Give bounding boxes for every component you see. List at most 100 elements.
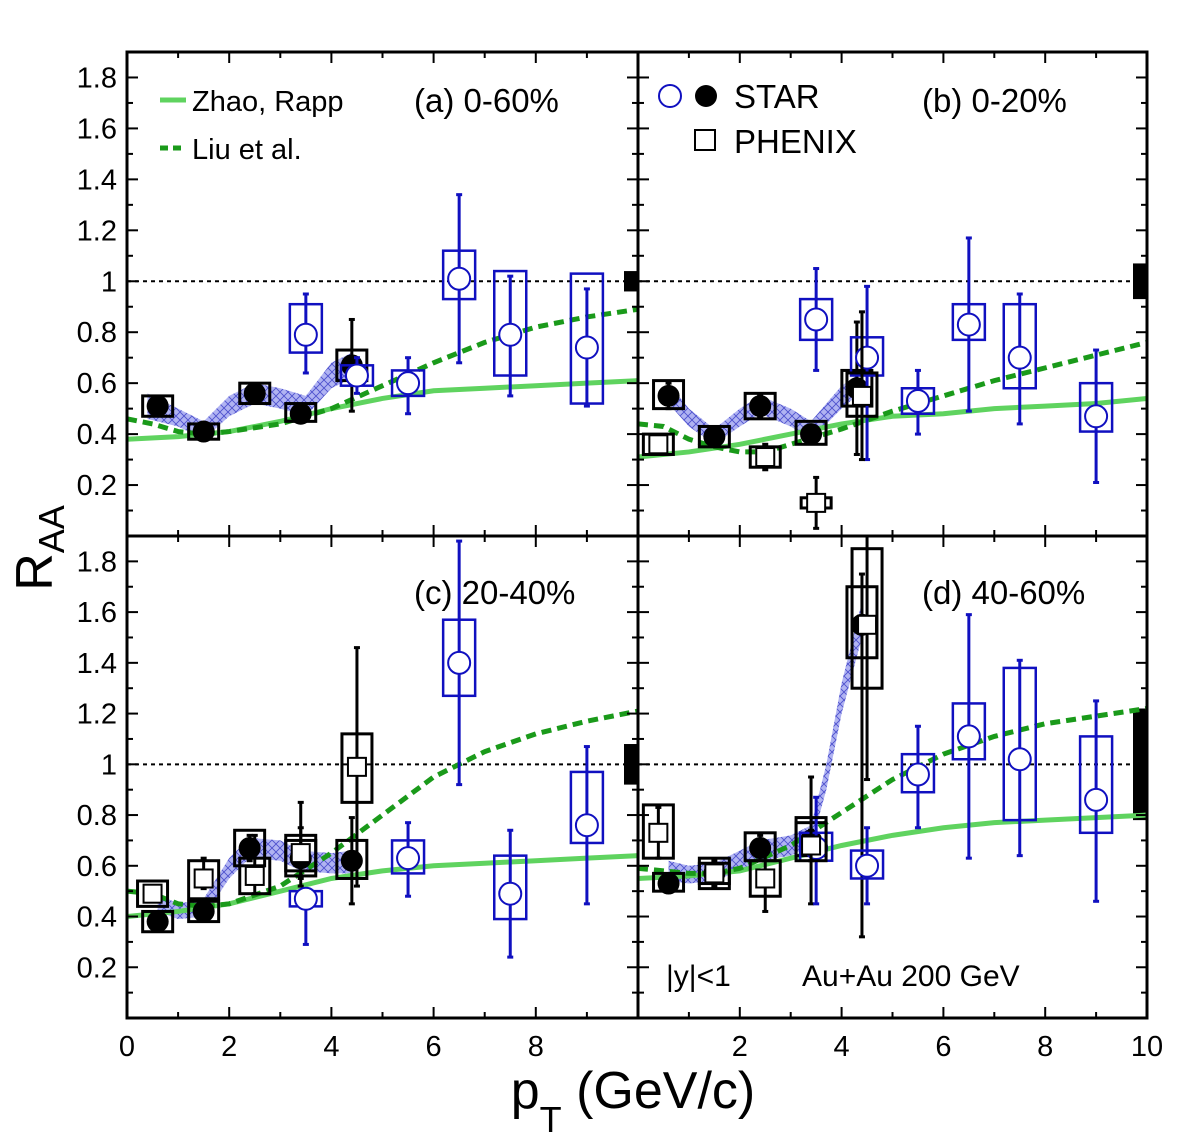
x-axis-title-main: p xyxy=(511,1062,540,1120)
panel-b: (b) 0-20% xyxy=(636,50,1149,538)
y-tick-label: 1.4 xyxy=(77,648,117,680)
phenix-data-point xyxy=(193,868,214,889)
star-open-data-point xyxy=(804,307,829,332)
star-open-data-point xyxy=(1084,404,1109,429)
star-filled-data-point xyxy=(192,900,215,923)
legend-phenix-marker xyxy=(694,129,716,151)
y-tick-label: 1.6 xyxy=(77,113,117,145)
star-open-data-point xyxy=(574,813,599,838)
plot-area-a xyxy=(127,193,638,443)
star-open-data-point xyxy=(905,762,930,787)
y-tick-label: 0.2 xyxy=(77,952,117,984)
panel-a: 0.2 0.4 0.6 0.8 1 1.2 1.4 1.6 1.8 (a) 0-60% xyxy=(77,50,640,538)
panels: 0.2 0.4 0.6 0.8 1 1.2 1.4 1.6 1.8 (a) 0-60% (b) 0-… xyxy=(77,50,1163,1063)
star-open-data-point xyxy=(293,322,318,347)
star-filled-data-point xyxy=(800,423,823,446)
x-tick-label: 4 xyxy=(834,1031,850,1063)
legend-phenix-label: PHENIX xyxy=(734,123,857,160)
star-open-data-point xyxy=(396,371,421,396)
series-open-circle xyxy=(288,539,605,959)
plot-area-d xyxy=(638,536,1147,939)
y-axis-title: RAA xyxy=(6,505,72,591)
y-tick-label: 1.8 xyxy=(77,546,117,578)
systematic-box xyxy=(743,391,777,421)
phenix-data-point xyxy=(755,447,776,468)
star-open-data-point xyxy=(344,363,369,388)
legend-data: STAR PHENIX xyxy=(658,78,857,160)
y-tick-label: 0.8 xyxy=(77,800,117,832)
legend-star-label: STAR xyxy=(734,78,820,115)
y-tick-label: 1.2 xyxy=(77,699,117,731)
phenix-data-point xyxy=(857,614,878,635)
systematic-box xyxy=(641,432,675,456)
legend-star-open-marker xyxy=(658,84,682,108)
y-tick-label: 1.8 xyxy=(77,62,117,94)
x-axis-title: pT (GeV/c) xyxy=(511,1062,756,1140)
x-axis-title-sub: T xyxy=(540,1099,562,1140)
series-filled-circle xyxy=(141,317,369,443)
star-filled-data-point xyxy=(243,382,266,405)
legend-star-filled-marker xyxy=(695,85,717,107)
legend-theory: Zhao, Rapp Liu et al. xyxy=(160,86,344,166)
y-axis-title-main: R xyxy=(6,553,64,591)
star-filled-data-point xyxy=(657,872,680,895)
panel-title: (b) 0-20% xyxy=(922,82,1067,119)
x-tick-label: 0 xyxy=(119,1031,135,1063)
y-tick-label: 1.4 xyxy=(77,164,117,196)
panel-title: (d) 40-60% xyxy=(922,574,1085,611)
y-tick-label: 1.2 xyxy=(77,215,117,247)
series-open-square xyxy=(641,310,879,530)
panel-frame xyxy=(636,50,1149,538)
series-open-circle xyxy=(798,236,1114,485)
star-filled-data-point xyxy=(146,910,169,933)
star-open-data-point xyxy=(396,846,421,871)
panel-frame xyxy=(125,50,640,538)
x-tick-label: 6 xyxy=(935,1031,951,1063)
y-tick-label: 1.6 xyxy=(77,597,117,629)
legend-zhao-rapp-label: Zhao, Rapp xyxy=(192,86,344,118)
star-open-data-point xyxy=(293,886,318,911)
star-open-data-point xyxy=(905,388,930,413)
y-tick-label: 0.4 xyxy=(77,902,117,934)
systematic-box xyxy=(233,828,267,868)
x-tick-label: 4 xyxy=(323,1031,339,1063)
y-tick-label: 1 xyxy=(101,749,117,781)
star-filled-data-point xyxy=(657,384,680,407)
x-tick-label: 2 xyxy=(221,1031,237,1063)
phenix-data-point xyxy=(755,868,776,889)
star-open-data-point xyxy=(574,335,599,360)
phenix-data-point xyxy=(290,843,311,864)
phenix-data-point xyxy=(142,883,163,904)
star-open-data-point xyxy=(855,345,880,370)
plot-area-c xyxy=(127,539,638,959)
phenix-data-point xyxy=(704,863,725,884)
phenix-data-point xyxy=(346,756,367,777)
star-open-data-point xyxy=(1007,747,1032,772)
x-tick-label: 10 xyxy=(1131,1031,1163,1063)
x-tick-label: 8 xyxy=(1037,1031,1053,1063)
star-filled-data-point xyxy=(749,837,772,860)
phenix-data-point xyxy=(648,822,669,843)
panel-title: (a) 0-60% xyxy=(414,82,559,119)
y-tick-label: 0.4 xyxy=(77,419,117,451)
star-open-data-point xyxy=(1007,345,1032,370)
y-axis-title-sub: AA xyxy=(31,505,72,553)
star-filled-data-point xyxy=(340,849,363,872)
star-filled-data-point xyxy=(192,420,215,443)
panel-c: 0.2 0.4 0.6 0.8 1 1.2 1.4 1.6 1.8 0 2 4 6 8 (c) 20-40% xyxy=(77,534,640,1063)
series-open-circle xyxy=(288,193,605,416)
star-open-data-point xyxy=(956,312,981,337)
star-open-data-point xyxy=(447,650,472,675)
star-open-data-point xyxy=(1084,787,1109,812)
panel-d: 2 4 6 8 10 (d) 40-60% xyxy=(636,534,1163,1063)
x-tick-label: 8 xyxy=(528,1031,544,1063)
plot-area-b xyxy=(638,236,1147,530)
star-filled-data-point xyxy=(749,395,772,418)
phenix-data-point xyxy=(244,865,265,886)
phenix-data-point xyxy=(851,385,872,406)
y-tick-label: 0.6 xyxy=(77,851,117,883)
x-axis-title-rest: (GeV/c) xyxy=(562,1062,756,1120)
star-open-data-point xyxy=(498,322,523,347)
liu-curve xyxy=(127,306,638,437)
